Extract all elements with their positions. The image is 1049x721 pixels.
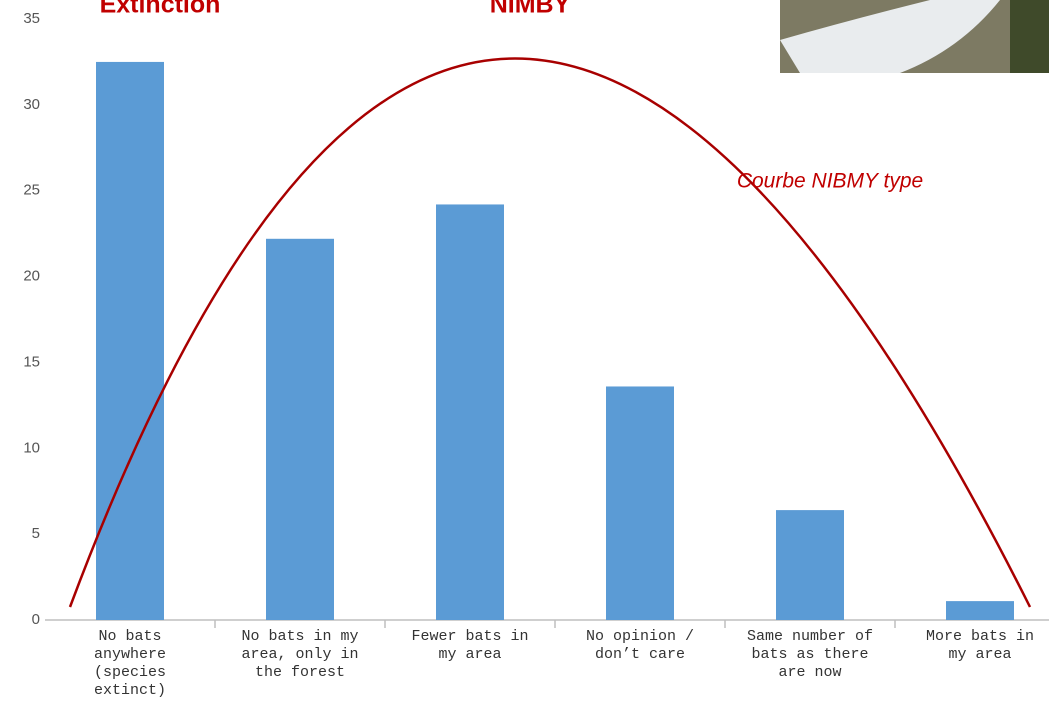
bar	[266, 239, 334, 620]
photo-foliage	[1010, 0, 1049, 73]
annotation: Extinction	[100, 0, 221, 19]
x-tick-label: Fewer bats in my area	[385, 628, 555, 664]
bar	[946, 601, 1014, 620]
chart: Extinction NIMBY Courbe NIBMY type 0 5 10 1…	[0, 0, 1049, 721]
page: Extinction NIMBY Courbe NIBMY type 0 5 10 1…	[0, 0, 1049, 721]
bar	[96, 62, 164, 620]
y-tick-label: 10	[23, 439, 40, 456]
y-tick-label: 15	[23, 353, 40, 370]
x-tick-label: Same number of bats as there are now	[725, 628, 895, 682]
bar	[776, 510, 844, 620]
annotation: Courbe NIBMY type	[737, 170, 923, 193]
x-tick-label: No opinion / don’t care	[555, 628, 725, 664]
y-tick-label: 30	[23, 96, 40, 113]
x-tick-label: More bats in my area	[895, 628, 1049, 664]
bar	[436, 204, 504, 620]
y-tick-label: 0	[32, 611, 40, 628]
y-tick-label: 5	[32, 525, 40, 542]
y-tick-label: 20	[23, 268, 40, 285]
bar	[606, 386, 674, 620]
y-tick-label: 35	[23, 10, 40, 27]
nimby-curve	[70, 59, 1030, 608]
annotation: NIMBY	[490, 0, 571, 19]
y-tick-label: 25	[23, 182, 40, 199]
x-tick-label: No bats anywhere (species extinct)	[45, 628, 215, 700]
x-tick-label: No bats in my area, only in the forest	[215, 628, 385, 682]
